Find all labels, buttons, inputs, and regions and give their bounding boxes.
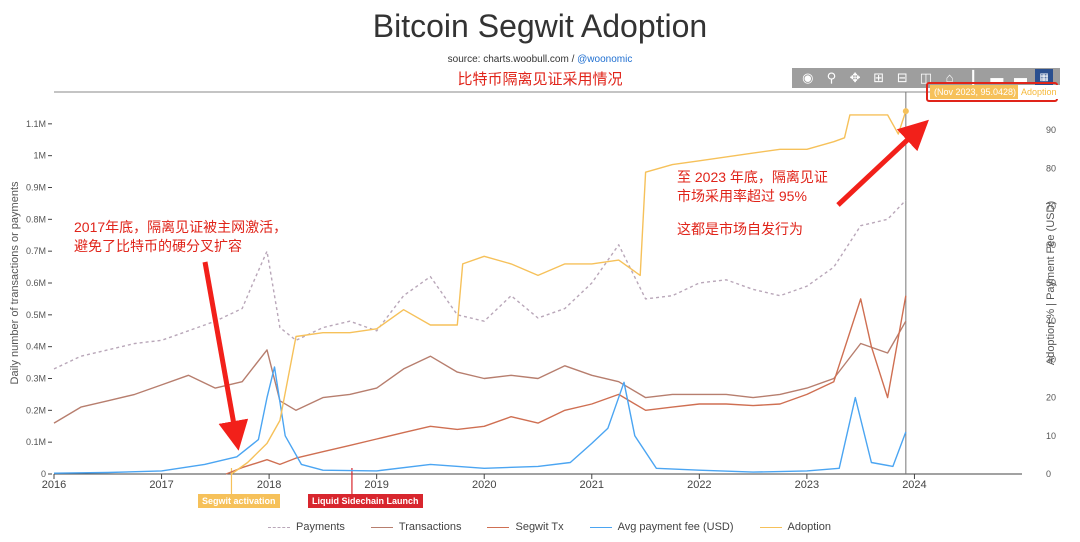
hover-tooltip: (Nov 2023, 95.0428) (930, 85, 1021, 99)
y-tick-label: 0.5M (26, 310, 46, 320)
legend-label: Transactions (398, 521, 462, 533)
legend-swatch (487, 526, 510, 528)
y2-tick-label: 80 (1046, 163, 1056, 173)
y-tick-label: 1.1M (26, 119, 46, 129)
y-tick-label: 0.1M (26, 437, 46, 447)
chart-title: Bitcoin Segwit Adoption (372, 8, 708, 44)
y2-tick-label: 50 (1046, 278, 1056, 288)
arrow-left-annotation (202, 261, 249, 451)
closest-hover-icon[interactable]: ▬ (1013, 70, 1027, 85)
y-tick-label: 0.8M (26, 214, 46, 224)
x-tick-label: 2021 (580, 479, 604, 491)
pan-icon[interactable]: ✥ (849, 70, 861, 85)
legend-item[interactable]: Transactions (370, 521, 462, 533)
y-tick-label: 0.6M (26, 278, 46, 288)
hover-point (902, 108, 909, 115)
annotation-right: 至 2023 年底，隔离见证 市场采用率超过 95% 这都是市场自发行为 (677, 168, 828, 239)
legend-label: Adoption (787, 521, 831, 533)
y-tick-label: 0.2M (26, 405, 46, 415)
x-tick-label: 2016 (42, 479, 66, 491)
source-handle-link[interactable]: @woonomic (577, 54, 633, 65)
legend-item[interactable]: Adoption (759, 521, 831, 533)
reset-axes-icon[interactable]: ⌂ (945, 70, 954, 85)
legend-swatch (589, 526, 612, 528)
legend-item[interactable]: Avg payment fee (USD) (589, 521, 734, 533)
y2-tick-label: 10 (1046, 431, 1056, 441)
compare-hover-icon[interactable]: ▬ (990, 70, 1004, 85)
x-tick-label: 2019 (364, 479, 388, 491)
annotation-right-line1: 至 2023 年底，隔离见证 (677, 169, 828, 185)
y-tick-label: 0.4M (26, 342, 46, 352)
hover-tooltip-series: Adoption (1018, 85, 1060, 99)
y2-tick-label: 20 (1046, 393, 1056, 403)
y-tick-label: 1M (33, 151, 46, 161)
y-tick-label: 0 (41, 469, 46, 479)
y2-tick-label: 0 (1046, 469, 1051, 479)
y2-tick-label: 90 (1046, 125, 1056, 135)
series-line-avg-payment-fee-usd (53, 366, 907, 474)
x-tick-label: 2018 (257, 479, 281, 491)
y2-axis-title: Adoption % | Payment Fee (USD) (1045, 201, 1057, 365)
series-line-transactions (53, 320, 907, 424)
chinese-subtitle: 比特币隔离见证采用情况 (457, 71, 623, 88)
y-tick-label: 0.9M (26, 183, 46, 193)
annotation-right-line3: 这都是市场自发行为 (677, 221, 803, 237)
series-line-segwit-tx (225, 295, 907, 475)
y2-tick-label: 30 (1046, 354, 1056, 364)
liquid-sidechain-label: Liquid Sidechain Launch (308, 494, 423, 508)
legend-swatch (759, 526, 782, 528)
x-tick-label: 2023 (795, 479, 819, 491)
legend-swatch (268, 526, 290, 528)
x-tick-label: 2017 (149, 479, 173, 491)
legend-item[interactable]: Payments (268, 521, 345, 533)
series-line-adoption (231, 110, 907, 475)
y-tick-label: 0.3M (26, 374, 46, 384)
zoom-out-icon[interactable]: ⊟ (896, 70, 908, 85)
annotation-right-line2: 市场采用率超过 95% (677, 188, 807, 204)
legend-label: Avg payment fee (USD) (617, 521, 734, 533)
zoom-in-icon[interactable]: ⊞ (873, 70, 885, 85)
x-tick-label: 2024 (902, 479, 926, 491)
x-tick-label: 2022 (687, 479, 711, 491)
legend-label: Payments (296, 521, 345, 533)
y2-tick-label: 40 (1046, 316, 1056, 326)
y-tick-label: 0.7M (26, 246, 46, 256)
arrow-right-annotation (836, 119, 929, 207)
legend-item[interactable]: Segwit Tx (487, 521, 564, 533)
legend-swatch (370, 526, 393, 528)
annotation-left: 2017年底，隔离见证被主网激活， 避免了比特币的硬分叉扩容 (74, 218, 287, 256)
camera-icon[interactable]: ◉ (802, 70, 814, 85)
source-prefix: source: charts.woobull.com / (447, 54, 578, 65)
annotation-left-line2: 避免了比特币的硬分叉扩容 (74, 238, 242, 254)
spike-lines-icon[interactable]: ┃ (969, 70, 978, 85)
y2-tick-label: 70 (1046, 202, 1056, 212)
source-line: source: charts.woobull.com / @woonomic (0, 54, 1080, 65)
y-axis-title: Daily number of transactions or payments (9, 181, 21, 384)
x-tick-label: 2020 (472, 479, 496, 491)
y2-tick-label: 60 (1046, 240, 1056, 250)
legend: Payments Transactions Segwit Tx Avg payment… (268, 518, 831, 536)
legend-label: Segwit Tx (515, 521, 564, 533)
autoscale-icon[interactable]: ◫ (919, 70, 933, 85)
annotation-left-line1: 2017年底，隔离见证被主网激活， (74, 219, 288, 235)
zoom-icon[interactable]: ⚲ (826, 70, 837, 85)
segwit-activation-label: Segwit activation (198, 494, 280, 508)
